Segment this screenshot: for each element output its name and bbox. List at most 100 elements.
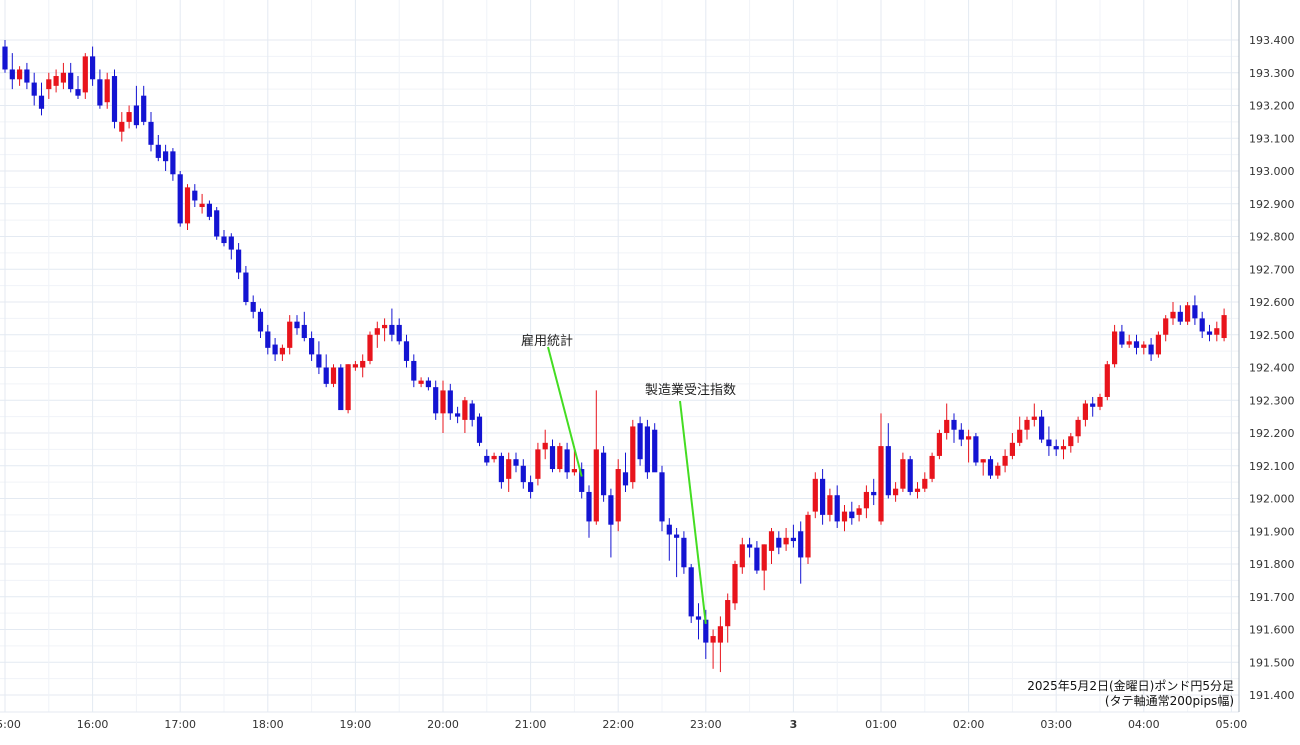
candle-body xyxy=(995,465,1001,476)
candle-body xyxy=(1155,334,1161,355)
x-tick-label: 17:00 xyxy=(164,718,196,731)
y-tick-label: 192.000 xyxy=(1249,493,1295,506)
candle-body xyxy=(184,187,191,224)
candle-body xyxy=(1017,429,1023,443)
candle-body xyxy=(856,508,862,515)
candle-body xyxy=(104,79,110,103)
candle xyxy=(104,72,110,109)
candle-body xyxy=(827,495,833,515)
candle xyxy=(674,527,680,578)
candle-body xyxy=(936,433,942,456)
candle xyxy=(885,423,891,499)
price-axis[interactable]: 193.400 193.300 193.200 193.100 193.000 192.9… xyxy=(1249,34,1295,702)
candle xyxy=(221,229,227,247)
candle xyxy=(1082,400,1088,427)
candle xyxy=(644,419,650,479)
y-tick-label: 192.600 xyxy=(1249,296,1295,309)
candle-body xyxy=(126,112,132,122)
candle-body xyxy=(206,203,212,217)
candle xyxy=(119,112,125,142)
candle xyxy=(184,184,191,230)
candle-body xyxy=(316,354,322,368)
candle-body xyxy=(323,367,329,384)
candle xyxy=(2,40,8,73)
candle-body xyxy=(841,511,848,522)
candle-body xyxy=(973,436,979,463)
candle xyxy=(790,524,796,548)
candle-body xyxy=(586,491,592,522)
candle-body xyxy=(929,455,935,479)
candle xyxy=(1170,302,1176,325)
candle-body xyxy=(863,491,869,509)
candle xyxy=(323,354,329,388)
candle xyxy=(747,537,753,558)
candle xyxy=(141,85,147,126)
candle-body xyxy=(484,455,490,463)
candle-body xyxy=(1221,315,1227,339)
candle xyxy=(17,66,23,86)
candle-body xyxy=(53,76,59,86)
candle xyxy=(827,488,833,522)
candle xyxy=(484,449,490,466)
candle xyxy=(776,531,782,555)
candle-body xyxy=(1053,446,1059,450)
candle xyxy=(433,380,439,420)
candle-body xyxy=(1214,328,1220,335)
candle-body xyxy=(75,89,81,96)
y-tick-label: 192.200 xyxy=(1249,427,1295,440)
candle xyxy=(593,390,599,525)
candle-body xyxy=(243,272,249,302)
candle-body xyxy=(732,564,738,604)
candle-body xyxy=(630,426,636,483)
candle-body xyxy=(1068,436,1074,447)
candle-body xyxy=(1112,331,1118,365)
candle xyxy=(856,505,862,522)
candle xyxy=(301,311,307,342)
candle-body xyxy=(455,413,461,417)
candle xyxy=(812,472,818,519)
candle xyxy=(498,452,504,489)
candle-body xyxy=(674,534,680,538)
candle xyxy=(352,360,358,371)
candle-body xyxy=(1097,396,1103,407)
candle-body xyxy=(1192,305,1198,319)
candle-body xyxy=(367,334,373,361)
candle xyxy=(871,478,877,506)
candle-body xyxy=(1090,403,1096,407)
candle-body xyxy=(345,364,351,411)
candle-body xyxy=(498,455,504,483)
x-tick-label: 23:00 xyxy=(690,718,722,731)
candle xyxy=(1133,334,1140,355)
candle xyxy=(133,85,139,129)
candle-body xyxy=(1133,341,1140,348)
candle-body xyxy=(542,442,548,450)
candle xyxy=(601,446,607,502)
candle-body xyxy=(1148,344,1154,355)
candle xyxy=(549,439,556,473)
y-tick-label: 191.400 xyxy=(1249,689,1295,702)
candle-body xyxy=(601,452,607,496)
candle xyxy=(936,429,942,460)
x-tick-label: 04:00 xyxy=(1128,718,1160,731)
candle-body xyxy=(549,446,556,470)
candle-body xyxy=(980,459,986,463)
y-tick-label: 193.200 xyxy=(1249,100,1295,113)
candle xyxy=(338,364,344,411)
candle xyxy=(389,308,395,342)
time-axis[interactable]: 15:00 16:00 17:00 18:00 19:00 20:00 21:00 22:00… xyxy=(0,718,1247,731)
y-tick-label: 193.000 xyxy=(1249,165,1295,178)
candle xyxy=(9,53,15,90)
candle-body xyxy=(506,459,512,479)
candle-body xyxy=(250,302,256,312)
candle-body xyxy=(615,469,621,522)
candle xyxy=(615,459,621,532)
candle xyxy=(980,459,986,476)
candle-body xyxy=(644,426,650,473)
candle xyxy=(476,413,483,447)
candle xyxy=(1009,433,1015,460)
x-tick-label: 05:00 xyxy=(1216,718,1248,731)
candle xyxy=(966,429,972,463)
candle-body xyxy=(257,311,264,332)
x-tick-label: 21:00 xyxy=(515,718,547,731)
